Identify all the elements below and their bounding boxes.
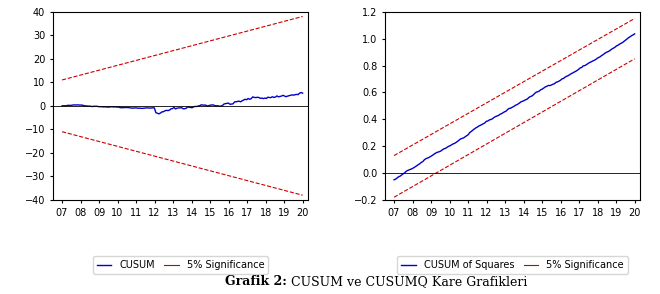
- Text: Grafik 2:: Grafik 2:: [225, 275, 287, 288]
- Legend: CUSUM, 5% Significance: CUSUM, 5% Significance: [93, 256, 268, 274]
- Text: CUSUM ve CUSUMQ Kare Grafikleri: CUSUM ve CUSUMQ Kare Grafikleri: [287, 275, 527, 288]
- Legend: CUSUM of Squares, 5% Significance: CUSUM of Squares, 5% Significance: [397, 256, 628, 274]
